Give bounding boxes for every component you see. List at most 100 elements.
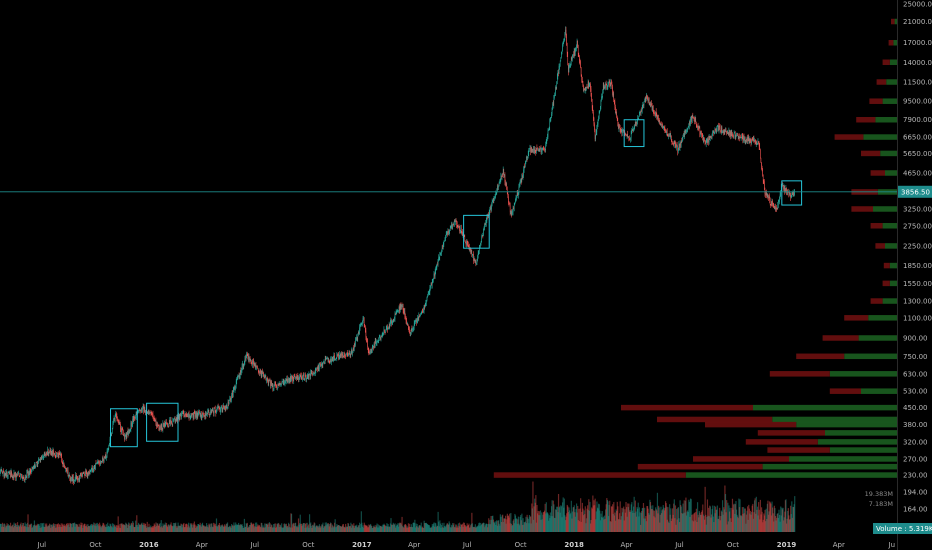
volume-bar (185, 523, 187, 532)
candle-body (81, 475, 83, 476)
volume-bar (779, 521, 781, 532)
candle-body (99, 463, 101, 465)
candle-body (65, 468, 66, 469)
candle-body (13, 472, 15, 479)
candle-body (445, 235, 446, 238)
candle-body (284, 382, 285, 385)
candle-body (262, 371, 263, 374)
candle-body (70, 477, 71, 481)
volume-bar (208, 525, 211, 532)
volume-bar (424, 522, 426, 532)
candle-body (710, 136, 711, 139)
candle-body (767, 195, 768, 196)
candle-body (554, 95, 555, 98)
candle-body (319, 363, 320, 370)
volume-bar (285, 524, 287, 532)
candle-body (115, 413, 117, 416)
candle-body (383, 332, 384, 334)
volume-bar (286, 525, 289, 532)
volume-bar (436, 525, 438, 532)
vp-sell-bar (882, 280, 890, 287)
candle-body (586, 86, 587, 90)
volume-bar (631, 502, 633, 532)
volume-bar (463, 522, 465, 532)
volume-bar (531, 508, 533, 532)
candle-body (2, 470, 4, 474)
candle-body (587, 87, 588, 89)
candle-body (217, 406, 218, 408)
volume-bar (610, 506, 613, 532)
volume-bar (676, 519, 678, 532)
volume-bar (610, 521, 612, 532)
volume-bar (297, 518, 300, 532)
volume-bar (111, 527, 113, 532)
volume-bar (118, 525, 120, 532)
volume-bar (411, 527, 414, 532)
volume-bar (702, 514, 704, 532)
time-axis[interactable]: Jul Oct 2016 Apr Jul Oct 2017 Apr Jul Oct 2018 Apr J… (37, 541, 895, 549)
candle-body (23, 475, 24, 478)
candle-body (182, 412, 184, 414)
candle-body (2, 472, 3, 474)
volume-bar (244, 527, 246, 532)
candle-body (366, 337, 367, 342)
candle-body (662, 127, 664, 129)
volume-bar (18, 526, 20, 532)
volume-bar (114, 524, 116, 532)
candle-body (573, 54, 574, 56)
volume-bar (36, 523, 38, 532)
volume-bar (619, 501, 621, 532)
volume-bar (417, 527, 419, 532)
volume-bar (534, 498, 536, 532)
volume-bar (524, 521, 526, 532)
volume-bar (34, 525, 37, 532)
candle-body (782, 185, 784, 186)
volume-bar (693, 513, 695, 532)
volume-bar (635, 511, 637, 532)
volume-bar (537, 510, 539, 532)
candle-body (416, 319, 417, 323)
price-axis[interactable]: 25000.0021000.0017000.0014000.0011500.00… (903, 1, 932, 514)
candle-body (266, 379, 267, 380)
candle-body (512, 211, 513, 213)
candle-body (291, 376, 293, 377)
candle-body (580, 62, 581, 68)
candle-body (442, 247, 443, 249)
volume-bar (204, 526, 207, 532)
volume-bar (670, 508, 672, 532)
volume-bar (94, 523, 96, 532)
volume-bar (532, 519, 535, 532)
volume-bar (31, 527, 33, 532)
candle-body (47, 449, 48, 455)
candle-body (361, 323, 363, 325)
volume-bar (299, 514, 301, 532)
candle-body (753, 138, 754, 141)
volume-bar (677, 508, 679, 532)
volume-bar (306, 527, 308, 532)
volume-bar (78, 526, 80, 532)
candle-body (243, 364, 244, 367)
candle-body (85, 471, 87, 474)
volume-bar (792, 507, 795, 532)
candle-body (462, 232, 463, 236)
candle-body (10, 472, 11, 478)
candle-body (191, 415, 192, 416)
candle-body (447, 230, 449, 235)
volume-bar (407, 527, 409, 532)
candle-body (790, 194, 791, 198)
candle-body (414, 322, 416, 324)
candle-body (93, 468, 94, 471)
candle-body (74, 478, 76, 481)
candle-body (625, 133, 626, 135)
volume-bar (577, 505, 579, 532)
volume-bar (728, 505, 730, 532)
candle-body (532, 149, 533, 152)
volume-bar (123, 524, 125, 532)
candle-body (18, 473, 20, 476)
volume-bar (337, 525, 339, 532)
vp-buy-bar (772, 416, 897, 423)
candle-body (26, 472, 28, 477)
candle-body (585, 89, 587, 91)
candle-body (306, 378, 307, 380)
